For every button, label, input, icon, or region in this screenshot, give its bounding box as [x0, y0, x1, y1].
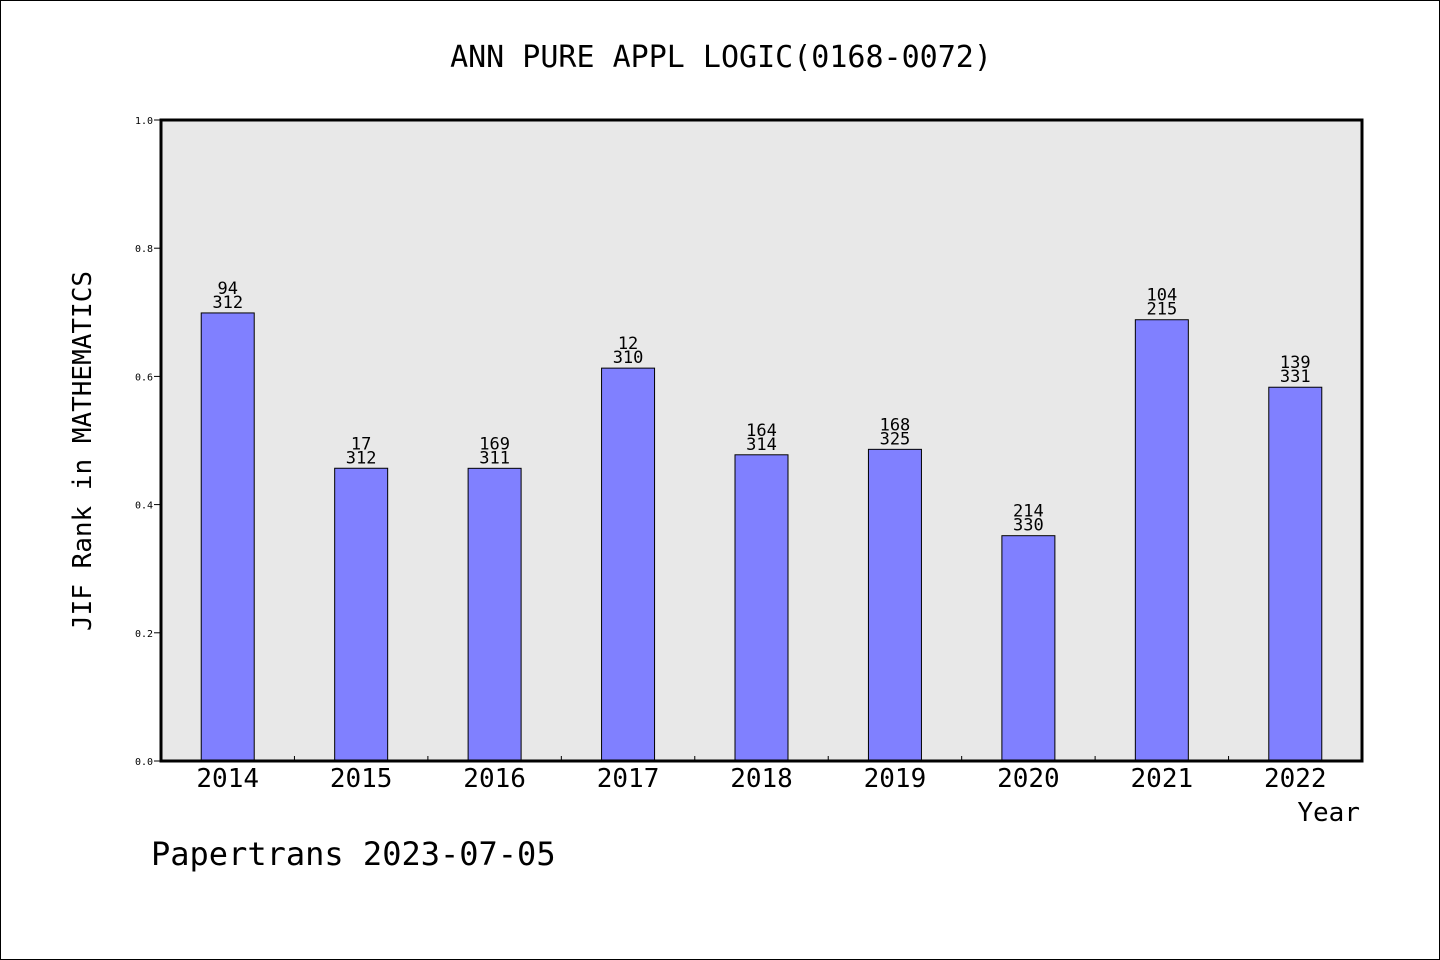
- bar-2020: [1001, 535, 1056, 762]
- bar-rank-label: 17: [351, 434, 371, 454]
- bar-rank-label: 169: [479, 434, 510, 454]
- bar-total-label: 215: [1146, 300, 1177, 320]
- bar-total-label: 331: [1280, 367, 1311, 387]
- bar-rank-label: 164: [746, 421, 777, 441]
- bar-total-label: 312: [346, 448, 377, 468]
- bar-total-label: 310: [613, 348, 644, 368]
- y-tick-label: 0.4: [135, 501, 153, 512]
- bar-rank-label: 214: [1013, 502, 1044, 522]
- bar-2021: [1134, 319, 1189, 762]
- bar-rank-label: 94: [217, 279, 237, 299]
- bar-total-label: 312: [212, 293, 243, 313]
- y-tick-label: 0.0: [135, 757, 153, 768]
- y-tick-label: 0.6: [135, 372, 153, 383]
- bar-total-label: 330: [1013, 516, 1044, 536]
- x-tick-label: 2019: [864, 764, 927, 794]
- bar-rank-label: 168: [880, 415, 911, 435]
- x-tick-label: 2018: [730, 764, 793, 794]
- bar-total-label: 311: [479, 448, 510, 468]
- x-tick-label: 2015: [330, 764, 393, 794]
- x-tick-label: 2014: [196, 764, 259, 794]
- bar-rank-label: 139: [1280, 353, 1311, 373]
- y-tick-label: 0.8: [135, 244, 153, 255]
- x-axis-label: Year: [1297, 798, 1360, 828]
- chart-title: ANN PURE APPL LOGIC(0168-0072): [450, 40, 992, 75]
- footer-credit: Papertrans 2023-07-05: [151, 835, 556, 873]
- y-tick-label: 0.2: [135, 629, 153, 640]
- x-tick-label: 2016: [463, 764, 526, 794]
- bar-2015: [334, 467, 389, 762]
- bar-2019: [867, 448, 922, 762]
- x-tick-label: 2021: [1131, 764, 1194, 794]
- x-tick-label: 2020: [997, 764, 1060, 794]
- bar-2018: [734, 454, 789, 762]
- bar-series: [200, 312, 1323, 762]
- x-tick-label: 2022: [1264, 764, 1327, 794]
- plot-border: [159, 118, 1364, 763]
- x-axis: 2014 2015 2016 2017 2018 2019 2020 2021 2022: [196, 756, 1327, 794]
- bar-2014: [200, 312, 255, 762]
- bar-rank-label: 104: [1146, 286, 1177, 306]
- x-tick-label: 2017: [597, 764, 660, 794]
- y-axis-label: JIF Rank in MATHEMATICS: [68, 271, 98, 631]
- bar-total-label: 314: [746, 435, 777, 455]
- bar-2017: [601, 367, 656, 762]
- y-tick-label: 1.0: [135, 116, 153, 127]
- bar-2016: [467, 467, 522, 762]
- bar-2022: [1268, 386, 1323, 762]
- bar-labels: 9431217312169311123101643141683252143301…: [212, 279, 1310, 536]
- y-axis: 0.0 0.2 0.4 0.6 0.8 1.0: [135, 116, 161, 768]
- bar-total-label: 325: [880, 429, 911, 449]
- bar-rank-label: 12: [618, 334, 638, 354]
